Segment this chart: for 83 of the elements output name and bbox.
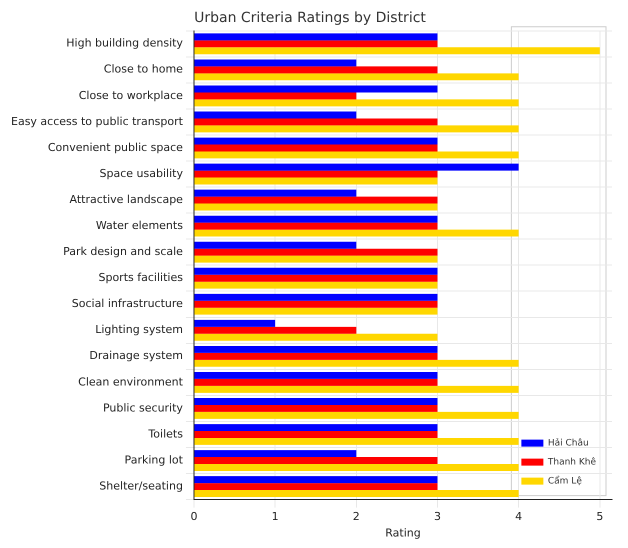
bar: [194, 230, 519, 237]
bar: [194, 222, 438, 230]
bar: [194, 438, 519, 445]
bar: [194, 352, 438, 360]
y-tick-label: Toilets: [147, 427, 184, 440]
bar: [194, 282, 438, 289]
bar: [194, 360, 519, 367]
bar: [194, 334, 438, 341]
bar: [194, 47, 600, 54]
bar: [194, 412, 519, 419]
bar: [194, 164, 519, 171]
x-tick-label: 2: [352, 510, 360, 524]
bar: [194, 404, 438, 412]
bar: [194, 294, 438, 301]
bar: [194, 483, 438, 490]
bar: [194, 92, 356, 100]
y-tick-label: Sports facilities: [98, 271, 184, 284]
bar: [194, 378, 438, 386]
bar: [194, 308, 438, 315]
bar: [194, 151, 519, 158]
x-tick-label: 0: [190, 510, 198, 524]
y-tick-label: Close to workplace: [78, 88, 184, 102]
y-tick-label: Drainage system: [89, 349, 183, 362]
y-tick-label: Water elements: [96, 218, 184, 232]
legend-label: Hải Châu: [548, 437, 589, 448]
bar: [194, 256, 438, 263]
bar: [194, 464, 519, 471]
y-tick-label: High building density: [66, 36, 184, 50]
x-axis-title: Rating: [385, 526, 421, 540]
bar: [194, 248, 438, 256]
bar: [194, 40, 438, 48]
bar: [194, 346, 438, 353]
bar: [194, 372, 438, 379]
bar: [194, 73, 519, 80]
bar: [194, 431, 438, 438]
bar: [194, 386, 519, 393]
bar: [194, 450, 356, 458]
y-tick-label: Convenient public space: [48, 140, 184, 154]
y-tick-label: Clean environment: [78, 375, 184, 388]
bar: [194, 85, 438, 92]
legend-label: Cẩm Lệ: [548, 475, 582, 486]
bar: [194, 490, 519, 497]
bar: [194, 144, 438, 152]
bar: [194, 320, 276, 327]
y-tick-label: Parking lot: [124, 453, 184, 466]
bar: [194, 204, 438, 211]
y-tick-label: Shelter/seating: [99, 479, 183, 492]
chart-title: Urban Criteria Ratings by District: [194, 10, 426, 26]
bar: [194, 59, 356, 66]
bar: [194, 138, 438, 145]
y-tick-label: Attractive landscape: [70, 192, 184, 206]
y-tick-label: Park design and scale: [63, 245, 184, 258]
y-tick-label: Public security: [102, 401, 184, 414]
x-tick-label: 3: [434, 510, 441, 524]
bar: [194, 398, 438, 405]
bar: [194, 170, 438, 178]
bar: [194, 476, 438, 484]
x-tick-label: 1: [272, 510, 279, 524]
bar: [194, 274, 438, 282]
bar: [194, 190, 356, 197]
bar: [194, 268, 438, 275]
y-tick-label: Easy access to public transport: [10, 114, 184, 128]
y-tick-label: Lighting system: [95, 323, 183, 336]
legend-label: Thanh Khê: [546, 456, 596, 468]
bar: [194, 196, 438, 204]
bar: [194, 33, 438, 40]
bar: [194, 216, 438, 223]
bar: [194, 125, 519, 132]
x-tick-label: 4: [515, 510, 522, 524]
y-tick-label: Close to home: [104, 62, 184, 76]
bar: [194, 66, 438, 74]
bar: [194, 242, 356, 249]
bar: [194, 424, 438, 432]
bar: [194, 457, 438, 464]
y-tick-label: Space usability: [100, 166, 184, 180]
x-tick-label: 5: [596, 510, 604, 524]
bar: [194, 178, 438, 184]
bar: [194, 300, 438, 308]
bar: [194, 118, 438, 126]
bar: [194, 99, 519, 106]
y-tick-label: Social infrastructure: [72, 297, 184, 310]
bar: [194, 112, 356, 118]
bar: [194, 326, 356, 334]
